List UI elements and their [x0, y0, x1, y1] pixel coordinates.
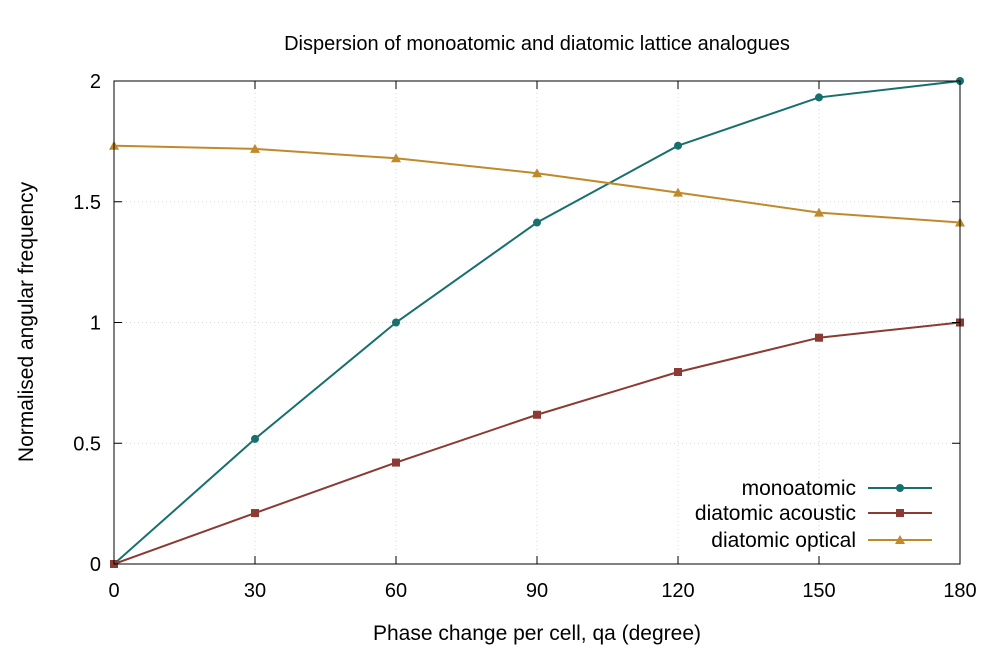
- data-point-diatomic-acoustic: [674, 368, 682, 377]
- data-point-diatomic-optical: [814, 207, 824, 217]
- data-point-diatomic-acoustic: [251, 509, 259, 518]
- legend-label: diatomic optical: [711, 529, 856, 552]
- x-tick-label: 120: [661, 580, 694, 602]
- x-tick-label: 150: [802, 580, 835, 602]
- data-point-diatomic-optical: [532, 168, 542, 178]
- data-point-diatomic-acoustic: [533, 410, 541, 419]
- legend-item-diatomic-acoustic: diatomic acoustic: [695, 502, 932, 525]
- legend-item-diatomic-optical: diatomic optical: [711, 529, 932, 552]
- legend-item-monoatomic: monoatomic: [742, 477, 932, 500]
- x-tick-label: 30: [244, 580, 266, 602]
- y-tick-label: 0.5: [73, 433, 101, 455]
- x-tick-label: 90: [526, 580, 548, 602]
- data-point-monoatomic: [251, 434, 259, 443]
- y-tick-label: 1.5: [73, 192, 101, 214]
- legend-swatch-marker: [896, 509, 904, 517]
- x-tick-label: 0: [108, 580, 119, 602]
- x-tick-label: 60: [385, 580, 407, 602]
- data-point-diatomic-optical: [673, 187, 683, 197]
- data-point-diatomic-acoustic: [815, 333, 823, 342]
- data-point-diatomic-optical: [250, 143, 260, 153]
- legend-label: monoatomic: [742, 477, 856, 500]
- data-point-monoatomic: [674, 141, 682, 150]
- x-tick-label: 180: [943, 580, 976, 602]
- legend-swatch-marker: [895, 535, 905, 544]
- legend-swatch-marker: [896, 484, 904, 492]
- data-point-diatomic-optical: [391, 153, 401, 163]
- y-axis-title: Normalised angular frequency: [15, 181, 38, 462]
- chart-title: Dispersion of monoatomic and diatomic la…: [284, 33, 790, 55]
- series-line-diatomic-acoustic: [113, 321, 961, 565]
- data-point-monoatomic: [392, 318, 400, 327]
- y-tick-label: 2: [90, 71, 101, 93]
- series-diatomic-optical: [109, 140, 965, 227]
- x-axis-title: Phase change per cell, qa (degree): [373, 622, 701, 645]
- legend-label: diatomic acoustic: [695, 502, 856, 525]
- axis-ticks: 0 30 60 90 120 150 180 0 0.5 1 1.5 2: [73, 71, 977, 602]
- data-point-monoatomic: [533, 218, 541, 227]
- data-point-monoatomic: [815, 93, 823, 102]
- y-tick-label: 0: [90, 554, 101, 576]
- y-tick-label: 1: [90, 313, 101, 335]
- data-point-diatomic-acoustic: [392, 458, 400, 467]
